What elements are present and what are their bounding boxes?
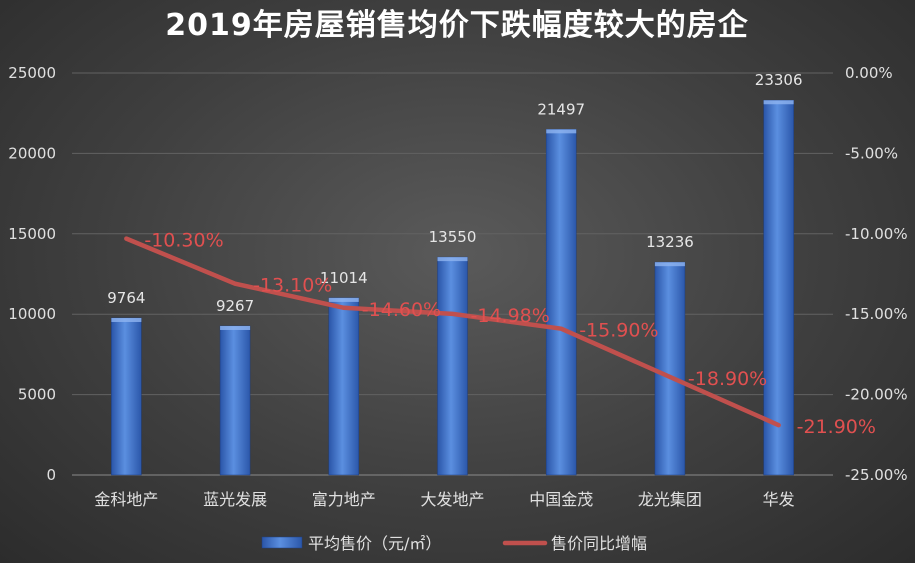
right-tick-label: -25.00%	[845, 466, 908, 484]
legend-line-label: 售价同比增幅	[551, 534, 647, 553]
right-tick-label: -10.00%	[845, 225, 908, 243]
line-value-label: -10.30%	[144, 230, 223, 252]
bar	[654, 261, 686, 476]
bar	[328, 297, 360, 476]
category-label: 金科地产	[94, 490, 158, 509]
right-tick-label: 0.00%	[845, 64, 893, 82]
line-value-label: -18.90%	[688, 368, 767, 390]
bar-value-label: 13236	[646, 233, 694, 251]
bar-cap	[437, 257, 468, 262]
bar	[437, 256, 468, 476]
left-tick-label: 15000	[8, 225, 56, 243]
line-value-label: -13.10%	[253, 275, 332, 297]
legend-bar-swatch	[261, 536, 303, 549]
category-label: 龙光集团	[638, 490, 702, 509]
legend-bar-label: 平均售价（元/㎡）	[308, 534, 441, 553]
left-tick-label: 25000	[8, 64, 56, 82]
bar-value-label: 9267	[216, 297, 254, 315]
bar-cap	[220, 325, 251, 330]
chart-title: 2019年房屋销售均价下跌幅度较大的房企	[165, 8, 749, 43]
bar-series: 9764 9267 11014 13550 21497 13236 23306	[107, 71, 803, 476]
category-labels: 金科地产 蓝光发展 富力地产 大发地产 中国金茂 龙光集团 华发	[94, 490, 794, 509]
bar-cap	[111, 317, 142, 322]
left-tick-label: 20000	[8, 144, 56, 162]
bar-cap	[763, 100, 794, 105]
left-tick-label: 5000	[18, 386, 56, 404]
category-label: 蓝光发展	[203, 490, 267, 509]
category-label: 大发地产	[420, 490, 484, 509]
bar-value-label: 11014	[320, 269, 368, 287]
line-value-label: -14.98%	[471, 305, 550, 327]
line-value-label: -15.90%	[579, 320, 658, 342]
category-label: 富力地产	[312, 490, 376, 509]
line-series: -10.30% -13.10% -14.60% -14.98% -15.90% -18.9…	[124, 230, 876, 438]
right-tick-label: -15.00%	[845, 305, 908, 323]
growth-line	[124, 236, 781, 428]
left-axis-ticks: 0 5000 10000 15000 20000 25000	[8, 64, 56, 484]
left-tick-label: 0	[46, 466, 56, 484]
bar-value-label: 9764	[107, 289, 145, 307]
bar-value-label: 13550	[429, 228, 477, 246]
bar-value-label: 23306	[755, 71, 803, 89]
category-label: 中国金茂	[529, 490, 593, 509]
bar-cap	[546, 129, 577, 134]
right-tick-label: -20.00%	[845, 386, 908, 404]
right-tick-label: -5.00%	[845, 144, 898, 162]
bar-value-label: 21497	[537, 100, 585, 118]
legend: 平均售价（元/㎡） 售价同比增幅	[261, 534, 647, 553]
line-value-label: -21.90%	[797, 416, 876, 438]
right-axis-ticks: 0.00% -5.00% -10.00% -15.00% -20.00% -25.00%	[845, 64, 908, 484]
bar-cap	[654, 262, 685, 267]
bar	[545, 129, 577, 476]
line-value-label: -14.60%	[362, 299, 441, 321]
left-tick-label: 10000	[8, 305, 56, 323]
bar	[111, 317, 142, 476]
bar-cap	[328, 297, 359, 302]
category-label: 华发	[763, 490, 795, 509]
bar	[763, 99, 794, 476]
bar	[219, 325, 251, 476]
